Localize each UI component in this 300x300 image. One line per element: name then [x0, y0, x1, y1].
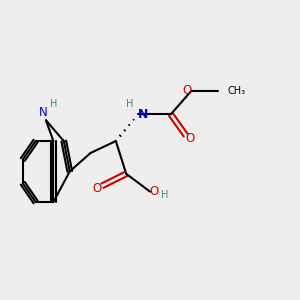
Text: CH₃: CH₃ [227, 85, 245, 96]
Text: O: O [92, 182, 102, 195]
Text: H: H [125, 99, 133, 109]
Text: N: N [137, 108, 148, 121]
Text: H: H [50, 99, 57, 109]
Text: N: N [39, 106, 47, 119]
Text: H: H [161, 190, 169, 200]
Text: O: O [182, 84, 192, 97]
Text: O: O [185, 132, 195, 145]
Text: O: O [150, 185, 159, 198]
